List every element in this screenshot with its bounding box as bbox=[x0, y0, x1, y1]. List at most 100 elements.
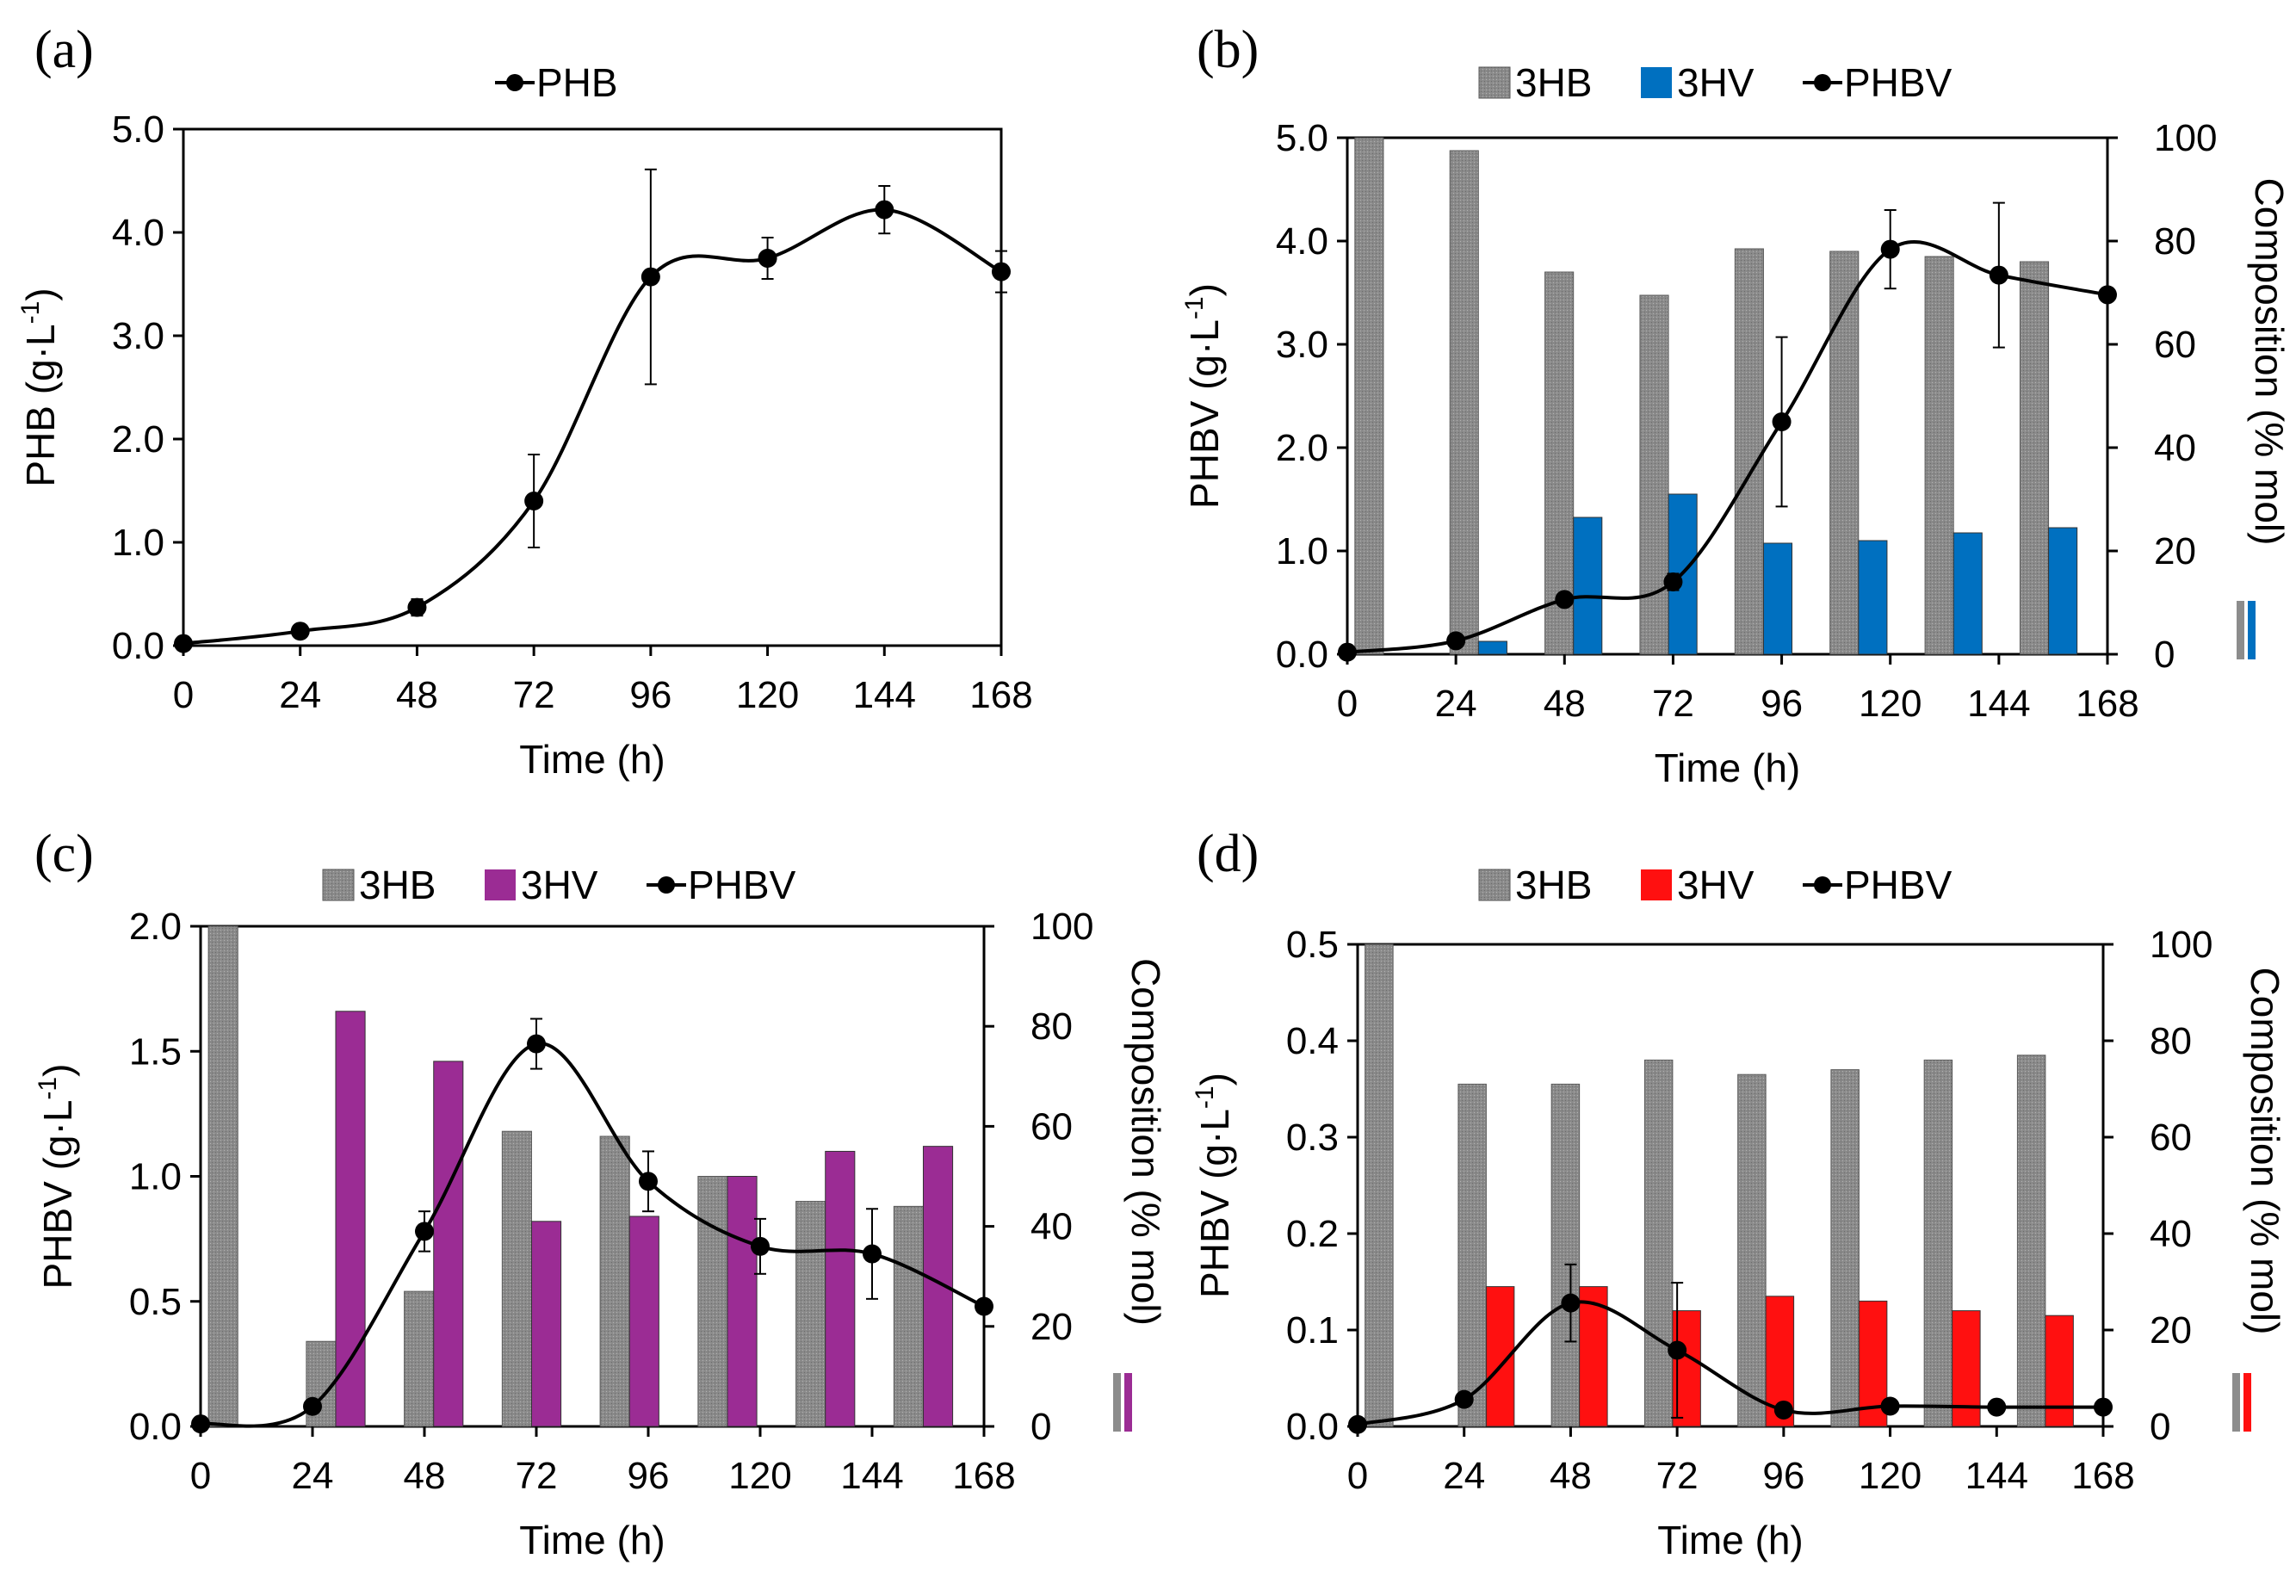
y-tick-label: 0.2 bbox=[1286, 1213, 1339, 1255]
y2-tick-label: 40 bbox=[2150, 1213, 2192, 1255]
bar-3hb bbox=[1923, 1059, 1953, 1427]
x-tick-label: 72 bbox=[516, 1455, 558, 1497]
data-point bbox=[1561, 1293, 1581, 1313]
y2-title-swatch-3hv bbox=[1124, 1373, 1132, 1432]
x-tick-label: 96 bbox=[1762, 1455, 1804, 1497]
legend-marker bbox=[1814, 74, 1831, 91]
data-point bbox=[290, 622, 310, 641]
x-axis-title: Time (h) bbox=[1655, 745, 1801, 790]
legend-a: PHB bbox=[495, 60, 618, 105]
x-tick-label: 48 bbox=[1544, 683, 1586, 725]
data-point bbox=[975, 1296, 993, 1316]
x-tick-label: 0 bbox=[1337, 683, 1358, 725]
legend-b: 3HB 3HV PHBV bbox=[1478, 60, 1953, 105]
plot-area-c: 0 24 48 72 96 120 144 168 0.0 0.5 1.0 1.5 2.0 0 20 40 60… bbox=[34, 906, 1168, 1562]
plot-frame bbox=[182, 127, 1003, 647]
y-tick-label: 3.0 bbox=[1276, 324, 1328, 366]
legend-swatch-3hv bbox=[485, 869, 516, 900]
bar-3hb bbox=[1737, 1073, 1767, 1427]
bar-3hv bbox=[1573, 517, 1603, 655]
y2-axis-title: Composition (% mol) bbox=[2247, 178, 2292, 546]
bar-3hv bbox=[825, 1150, 856, 1427]
y-axis-title: PHBV (g·L-1) bbox=[34, 1064, 80, 1290]
plot-frame bbox=[1346, 136, 2109, 656]
x-tick-label: 96 bbox=[628, 1455, 670, 1497]
bar-3hv bbox=[1579, 1286, 1608, 1427]
bar-3hv bbox=[2045, 1315, 2074, 1427]
data-point bbox=[1772, 412, 1792, 431]
bar-3hv bbox=[1762, 542, 1793, 655]
data-point bbox=[191, 1414, 210, 1434]
x-axis-title: Time (h) bbox=[519, 1518, 665, 1562]
y-tick-label: 0.0 bbox=[112, 625, 164, 667]
x-axis-title: Time (h) bbox=[519, 737, 665, 782]
x-tick-label: 168 bbox=[952, 1455, 1015, 1497]
y2-tick-label: 60 bbox=[2154, 324, 2196, 366]
bar-3hb bbox=[2016, 1055, 2046, 1427]
legend-label-3hb: 3HB bbox=[1515, 863, 1592, 907]
y2-tick-label: 60 bbox=[2150, 1117, 2192, 1159]
x-tick-label: 144 bbox=[840, 1455, 903, 1497]
data-point bbox=[1773, 1400, 1793, 1420]
x-tick-label: 72 bbox=[1652, 683, 1694, 725]
y-axis-title: PHB (g·L-1) bbox=[16, 288, 63, 486]
y2-title-swatch-3hv bbox=[2243, 1373, 2251, 1432]
legend-d: 3HB 3HV PHBV bbox=[1478, 863, 1953, 907]
data-point bbox=[875, 200, 894, 220]
legend-swatch-3hb bbox=[1478, 66, 1511, 99]
x-tick-label: 48 bbox=[396, 674, 438, 716]
bar-3hb bbox=[1449, 150, 1479, 655]
y-tick-label: 0.0 bbox=[1286, 1406, 1339, 1448]
bar-3hb bbox=[795, 1201, 826, 1427]
data-point bbox=[863, 1244, 882, 1264]
x-tick-label: 144 bbox=[853, 674, 916, 716]
x-tick-label: 144 bbox=[1965, 1455, 2028, 1497]
data-point bbox=[751, 1236, 770, 1256]
legend-label-3hb: 3HB bbox=[359, 863, 436, 907]
y-tick-label: 2.0 bbox=[112, 418, 164, 461]
panel-label-c: (c) bbox=[34, 825, 94, 883]
data-point bbox=[1454, 1389, 1474, 1409]
data-point bbox=[1338, 642, 1357, 662]
chart-panel-d: (d) 3HB 3HV PHBV 0 24 48 72 96 120 144 168 0.0 0.… bbox=[1191, 825, 2287, 1562]
chart-panel-c: (c) 3HB 3HV PHBV 0 24 48 72 96 120 144 168 0.0 0.… bbox=[34, 825, 1168, 1562]
legend-label-3hv: 3HV bbox=[521, 863, 598, 907]
x-tick-label: 72 bbox=[1656, 1455, 1699, 1497]
bar-3hb bbox=[1457, 1083, 1487, 1427]
panel-label-d: (d) bbox=[1197, 825, 1259, 883]
x-tick-label: 120 bbox=[736, 674, 799, 716]
plot-area-d: 0 24 48 72 96 120 144 168 0.0 0.1 0.2 0.3 0.4 0.5 0 20 4… bbox=[1191, 924, 2287, 1562]
legend-swatch-3hb bbox=[322, 869, 355, 901]
data-point bbox=[407, 597, 427, 617]
bar-3hb bbox=[1365, 943, 1394, 1427]
bar-3hb bbox=[207, 925, 238, 1427]
bar-3hb bbox=[599, 1135, 630, 1427]
y-tick-label: 5.0 bbox=[1276, 117, 1328, 159]
y2-title-swatch-3hb bbox=[2237, 601, 2244, 659]
bar-3hb bbox=[501, 1130, 532, 1427]
y2-tick-label: 0 bbox=[2154, 634, 2175, 676]
y2-tick-label: 40 bbox=[2154, 427, 2196, 469]
y-tick-label: 1.0 bbox=[1276, 530, 1328, 572]
plot-area-a: 0 24 48 72 96 120 144 168 0.0 1.0 2.0 3.0 4.0 5.0 Time… bbox=[16, 108, 1033, 782]
data-point bbox=[992, 262, 1011, 281]
bar-3hb bbox=[1354, 137, 1384, 655]
y-tick-label: 0.0 bbox=[129, 1406, 182, 1448]
legend-label-3hv: 3HV bbox=[1677, 60, 1754, 105]
x-tick-label: 24 bbox=[279, 674, 321, 716]
bar-3hb bbox=[1639, 294, 1669, 655]
y2-title-swatch-3hb bbox=[2232, 1373, 2240, 1432]
x-axis-title: Time (h) bbox=[1657, 1518, 1804, 1562]
bar-3hb bbox=[2019, 261, 2050, 655]
y-tick-label: 0.3 bbox=[1286, 1117, 1339, 1159]
legend-swatch-3hv bbox=[1641, 67, 1672, 98]
data-point bbox=[1446, 631, 1466, 651]
y2-tick-label: 20 bbox=[1030, 1306, 1073, 1348]
x-tick-label: 24 bbox=[1435, 683, 1477, 725]
y-axis-title: PHBV (g·L-1) bbox=[1180, 283, 1227, 509]
bar-3hb bbox=[404, 1290, 435, 1427]
y2-tick-label: 100 bbox=[2154, 117, 2217, 159]
y-tick-label: 3.0 bbox=[112, 315, 164, 357]
legend-marker bbox=[658, 876, 675, 894]
y2-tick-label: 100 bbox=[2150, 924, 2212, 966]
